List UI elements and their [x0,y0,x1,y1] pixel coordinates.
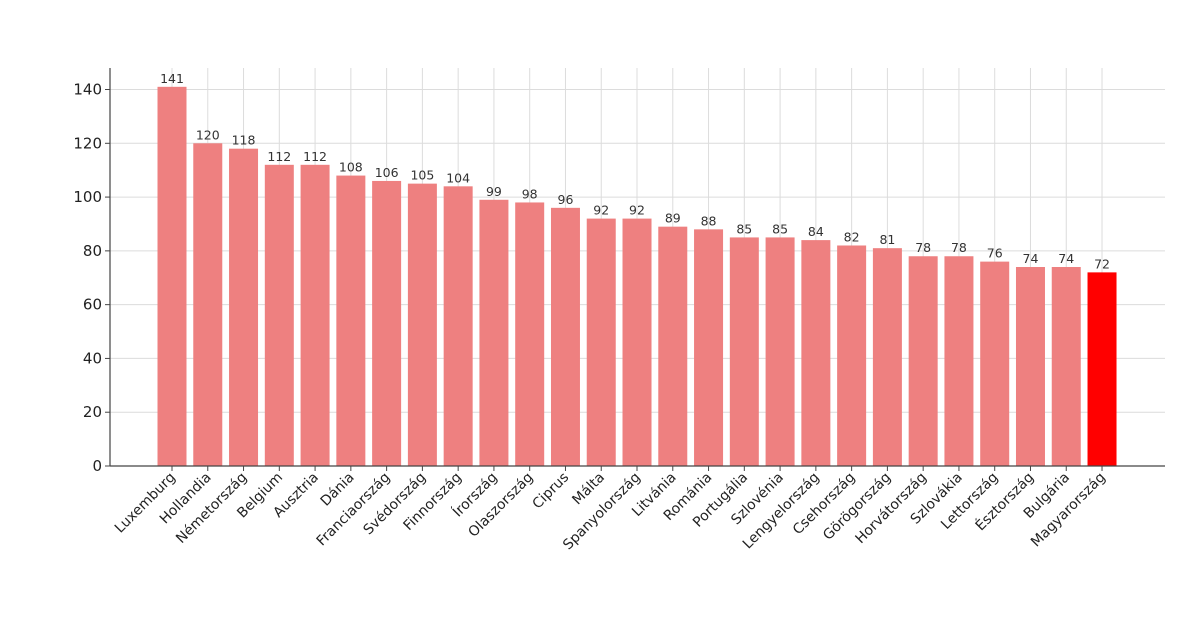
bar-13 [622,218,652,466]
data-label: 84 [808,224,824,239]
data-label: 92 [629,203,645,218]
y-tick-label: 20 [83,403,102,421]
data-label: 78 [915,240,931,255]
bar-22 [944,256,974,466]
data-label: 104 [446,170,470,185]
data-label: 72 [1094,256,1110,271]
data-label: 112 [303,149,327,164]
y-tick-label: 120 [73,134,102,152]
data-label: 141 [160,71,184,86]
bar-17 [765,237,795,466]
bar-11 [550,207,580,467]
bar-5 [336,175,366,466]
data-label: 85 [772,221,788,236]
bar-26 [1087,272,1117,466]
bar-18 [801,240,831,466]
data-label: 85 [736,221,752,236]
bar-4 [300,164,330,467]
data-label: 118 [232,133,256,148]
bar-9 [479,199,509,466]
data-label: 88 [701,213,717,228]
data-label: 99 [486,184,502,199]
data-label: 89 [665,211,681,226]
bar-6 [372,180,402,466]
data-label: 74 [1023,251,1039,266]
bar-25 [1051,267,1081,466]
bar-23 [980,261,1010,466]
x-tick-label: Ciprus [530,470,573,513]
bar-1 [193,143,223,466]
y-tick-label: 140 [73,81,102,99]
bar-24 [1015,267,1045,466]
bar-3 [264,164,294,467]
bar-10 [515,202,545,466]
bar-20 [872,248,902,466]
data-label: 112 [267,149,291,164]
x-tick-labels: LuxemburgHollandiaNémetországBelgiumAusz… [112,466,1109,553]
bar-8 [443,186,473,466]
data-label: 81 [879,232,895,247]
y-tick-label: 60 [83,296,102,314]
bar-19 [837,245,867,466]
bar-0 [157,86,187,466]
bar-12 [586,218,616,466]
data-label: 108 [339,160,363,175]
data-label: 78 [951,240,967,255]
data-label: 106 [375,165,399,180]
data-label: 120 [196,127,220,142]
y-tick-label: 100 [73,188,102,206]
y-tick-label: 40 [83,349,102,367]
bars [157,86,1117,467]
bar-16 [729,237,759,466]
data-label: 92 [593,203,609,218]
data-label: 98 [522,186,538,201]
data-labels: 141 120 118 112 112 108 106 105 104 99 98 96 92 92 89 8… [160,71,1110,272]
data-label: 74 [1058,251,1074,266]
bar-14 [658,226,688,466]
bar-2 [229,148,259,467]
bar-15 [694,229,724,466]
y-tick-label: 0 [92,457,102,475]
data-label: 76 [987,246,1003,261]
y-tick-labels: 0 20 40 60 80 100 120 140 [73,81,110,475]
bar-7 [407,183,437,466]
data-label: 96 [558,192,574,207]
y-tick-label: 80 [83,242,102,260]
data-label: 105 [410,168,434,183]
bar-21 [908,256,938,466]
data-label: 82 [844,229,860,244]
